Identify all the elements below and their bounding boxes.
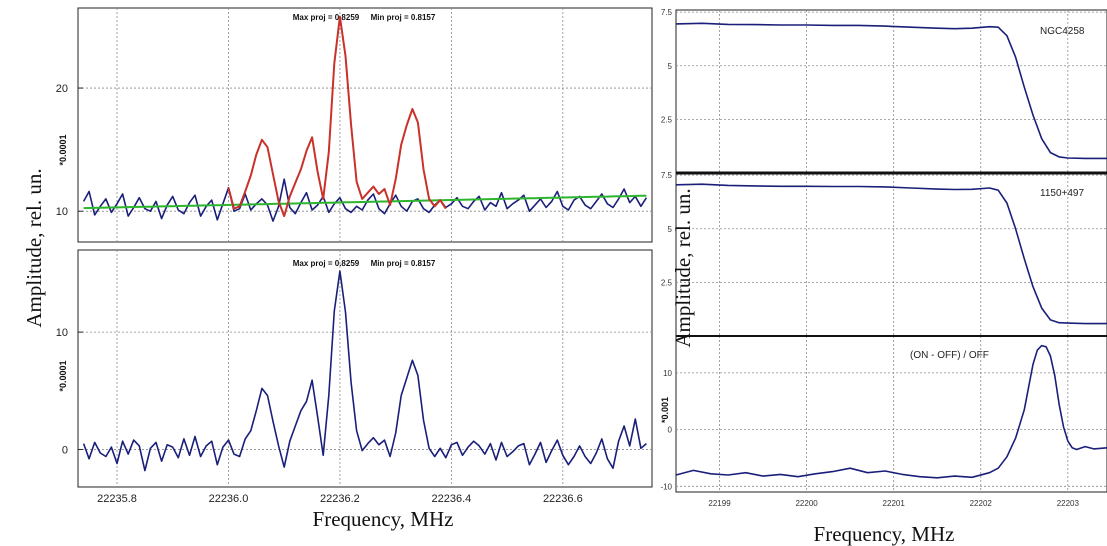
rb-xtick-label: 22201 bbox=[883, 499, 906, 508]
right-bottom-panel: -10 0 10 22199 22200 22201 22202 22203 (ON - OFF… bbox=[660, 335, 1107, 508]
right-figure: 2.5 5 7.5 NGC4258 2.5 5 7.5 1150+497 -10 0 10 221… bbox=[660, 8, 1107, 546]
lt-series-green-baseline bbox=[83, 194, 647, 210]
rm-panel-label: 1150+497 bbox=[1040, 188, 1084, 199]
rb-panel-label: (ON - OFF) / OFF bbox=[910, 350, 989, 361]
lb-xtick-label: 22236.6 bbox=[543, 493, 583, 505]
rt-ytick-label: 5 bbox=[668, 62, 673, 71]
rm-ytick-label: 2.5 bbox=[661, 278, 673, 287]
lt-frame bbox=[77, 7, 653, 243]
rt-series-navy bbox=[675, 22, 1107, 160]
rm-series-navy bbox=[675, 183, 1107, 325]
lb-xtick-label: 22235.8 bbox=[97, 493, 137, 505]
left-top-panel: 10 20 Max proj = 0.8259 Min proj = 0.8157 *0… bbox=[56, 7, 653, 243]
rb-ytick-label: 10 bbox=[663, 369, 672, 378]
lb-xtick-label: 22236.0 bbox=[209, 493, 249, 505]
lb-xtick-label: 22236.2 bbox=[320, 493, 360, 505]
right-top-panel: 2.5 5 7.5 NGC4258 bbox=[661, 8, 1107, 174]
rm-ytick-label: 5 bbox=[668, 225, 673, 234]
lb-series-navy bbox=[82, 270, 647, 472]
rb-ytick-label: 0 bbox=[668, 426, 673, 435]
lb-scale-label: *0.0001 bbox=[58, 360, 68, 391]
lt-scale-label: *0.0001 bbox=[58, 134, 68, 165]
rt-panel-label: NGC4258 bbox=[1040, 26, 1085, 37]
lt-series-navy bbox=[82, 178, 648, 222]
left-bottom-panel: 0 10 22235.8 22236.0 22236.2 22236.4 22236.6 Ma… bbox=[56, 249, 653, 505]
rb-xtick-label: 22203 bbox=[1057, 499, 1080, 508]
lb-ytick-label: 0 bbox=[62, 444, 68, 456]
lt-header-max: Max proj = 0.8259 bbox=[293, 13, 360, 22]
lb-ytick-label: 10 bbox=[56, 327, 68, 339]
lt-ytick-label: 10 bbox=[56, 206, 68, 218]
rb-xtick-label: 22199 bbox=[708, 499, 731, 508]
lt-header-min: Min proj = 0.8157 bbox=[371, 13, 436, 22]
lt-series-red-detection bbox=[227, 15, 447, 218]
right-x-axis-label: Frequency, MHz bbox=[814, 522, 955, 546]
rb-frame bbox=[675, 335, 1107, 493]
lb-xtick-label: 22236.4 bbox=[431, 493, 471, 505]
right-middle-panel: 2.5 5 7.5 1150+497 bbox=[661, 171, 1107, 337]
rm-ytick-label: 7.5 bbox=[661, 171, 673, 180]
rb-series-navy bbox=[675, 344, 1107, 479]
left-y-axis-label: Amplitude, rel. un. bbox=[22, 168, 46, 327]
rb-ytick-label: -10 bbox=[660, 482, 672, 491]
left-x-axis-label: Frequency, MHz bbox=[313, 507, 454, 531]
lb-header-min: Min proj = 0.8157 bbox=[371, 259, 436, 268]
rm-frame bbox=[675, 172, 1107, 337]
rb-scale-label: *0.001 bbox=[660, 397, 670, 423]
rt-frame bbox=[675, 9, 1107, 174]
right-y-axis-label: Amplitude, rel. un. bbox=[671, 188, 695, 347]
rt-ytick-label: 2.5 bbox=[661, 115, 673, 124]
rb-xtick-label: 22202 bbox=[970, 499, 993, 508]
rt-ytick-label: 7.5 bbox=[661, 8, 673, 17]
rb-xtick-label: 22200 bbox=[795, 499, 818, 508]
left-figure: 10 20 Max proj = 0.8259 Min proj = 0.8157 *0… bbox=[22, 7, 653, 531]
lt-ytick-label: 20 bbox=[56, 83, 68, 95]
lb-header-max: Max proj = 0.8259 bbox=[293, 259, 360, 268]
